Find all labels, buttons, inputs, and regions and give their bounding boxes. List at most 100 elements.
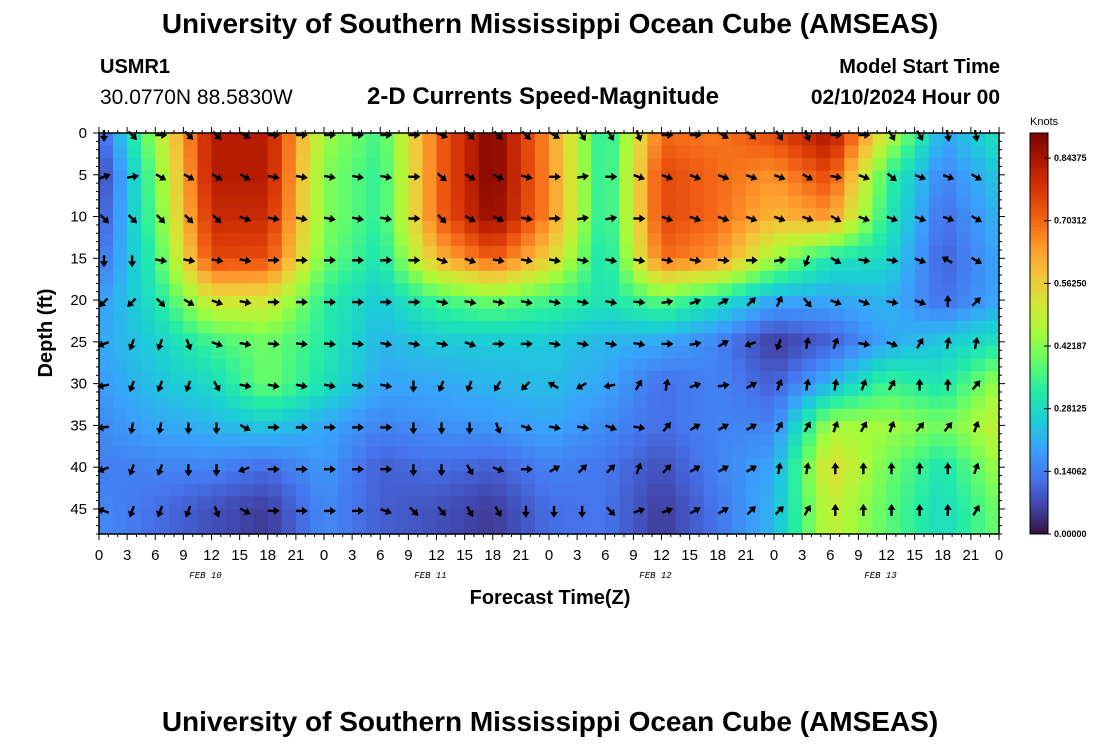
heat-cell <box>956 320 972 335</box>
heat-cell <box>478 396 494 410</box>
current-arrow <box>578 130 587 142</box>
current-arrow <box>184 380 192 393</box>
heat-cell <box>745 358 761 372</box>
heat-cell <box>281 133 297 147</box>
heat-cell <box>745 320 761 335</box>
heat-cell <box>478 270 494 284</box>
current-arrow <box>689 339 702 348</box>
heat-cell <box>928 408 944 422</box>
heat-cell <box>703 270 719 284</box>
heat-cell <box>239 358 255 372</box>
heat-cell <box>830 158 845 172</box>
heat-cell <box>408 358 424 372</box>
heat-cell <box>745 220 761 234</box>
x-tick-label: 6 <box>151 547 159 564</box>
heat-cell <box>844 145 859 159</box>
heat-cell <box>577 508 592 523</box>
heat-cell <box>352 245 367 259</box>
heat-cell <box>731 295 747 310</box>
heat-cell <box>225 433 241 447</box>
heat-cell <box>633 283 649 297</box>
heat-cell <box>380 433 395 447</box>
heat-cell <box>239 308 255 322</box>
heat-cell <box>914 446 930 460</box>
heat-cell <box>380 371 395 385</box>
heat-cell <box>436 346 452 360</box>
heat-cell <box>717 283 733 297</box>
heat-cell <box>506 371 522 385</box>
heat-cell <box>127 245 142 259</box>
heat-cell <box>563 333 578 347</box>
heat-cell <box>816 295 831 310</box>
heat-cell <box>295 446 311 460</box>
heat-cell <box>970 471 986 485</box>
heat-cell <box>492 433 508 447</box>
current-arrow <box>295 256 308 265</box>
heat-cell <box>394 270 409 284</box>
heat-cell <box>141 471 156 485</box>
heat-cell <box>591 170 606 184</box>
heat-cell <box>745 521 761 535</box>
heat-cell <box>591 295 606 310</box>
current-arrow <box>239 173 251 181</box>
heat-cell <box>506 408 522 422</box>
current-arrow <box>941 256 953 264</box>
heat-cell <box>99 320 114 335</box>
current-arrow <box>493 380 502 392</box>
heat-cell <box>703 170 719 184</box>
heat-cell <box>281 471 297 485</box>
heat-cell <box>408 471 424 485</box>
heat-cell <box>984 433 1000 447</box>
x-tick-label: 12 <box>878 547 895 564</box>
heat-cell <box>281 245 297 259</box>
heat-cell <box>267 496 283 510</box>
heat-cell <box>534 145 550 159</box>
heat-cell <box>534 521 550 535</box>
current-arrow <box>295 423 308 432</box>
heat-cell <box>492 245 508 259</box>
heat-cell <box>563 483 578 498</box>
heat-cell <box>99 258 114 272</box>
heat-cell <box>450 408 466 422</box>
heat-cell <box>549 446 564 460</box>
current-arrow <box>466 464 474 476</box>
heat-cell <box>577 183 592 197</box>
heat-cell <box>872 295 888 310</box>
current-arrow <box>858 340 871 349</box>
heat-cell <box>731 383 747 397</box>
heat-cell <box>928 421 944 435</box>
heat-cell <box>169 320 184 335</box>
heat-cell <box>816 208 831 222</box>
heat-cell <box>324 433 339 447</box>
heat-cell <box>450 421 466 435</box>
colorbar-swatch <box>1030 410 1048 415</box>
heat-cell <box>267 471 283 485</box>
heat-cell <box>141 245 156 259</box>
heat-cell <box>169 245 184 259</box>
heat-cell <box>99 346 114 360</box>
heat-cell <box>534 496 550 510</box>
heat-cell <box>366 371 381 385</box>
x-tick-label: 21 <box>288 547 305 564</box>
heat-cell <box>802 433 817 447</box>
heat-cell <box>970 308 986 322</box>
heat-cell <box>872 195 888 209</box>
current-arrow <box>775 379 784 391</box>
heat-cell <box>253 208 269 222</box>
heat-cell <box>661 320 677 335</box>
heat-cell <box>675 408 691 422</box>
current-arrow <box>689 173 702 181</box>
heat-cell <box>492 483 508 498</box>
heat-cell <box>858 308 874 322</box>
colorbar-tick-label: 0.56250 <box>1054 278 1087 288</box>
heat-cell <box>816 258 831 272</box>
heat-cell <box>450 346 466 360</box>
heat-cell <box>816 346 831 360</box>
heat-cell <box>366 133 381 147</box>
heat-cell <box>886 245 902 259</box>
current-arrow <box>549 172 561 181</box>
heat-cell <box>211 270 227 284</box>
heat-cell <box>563 183 578 197</box>
heat-cell <box>619 258 634 272</box>
current-arrow <box>887 379 896 391</box>
